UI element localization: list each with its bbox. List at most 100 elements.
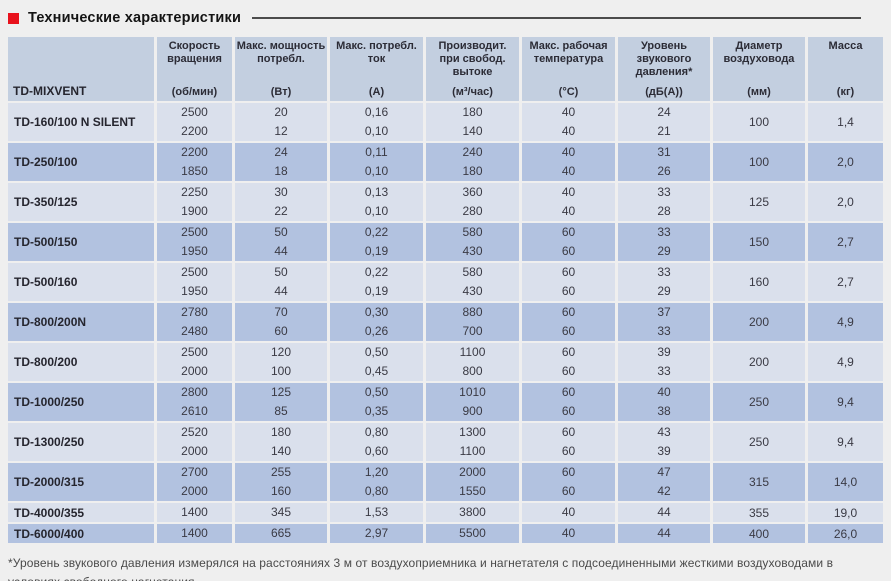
value-cell: 1100 800 [426,343,519,381]
value-cell: 20 12 [235,103,327,141]
column-label: Масса [828,40,863,52]
value-cell: 1,53 [330,503,423,522]
table-row: TD-500/160 2500 1950 50 44 0,22 0,19 580 430 60 60… [8,263,883,301]
diameter-cell: 100 [713,103,805,141]
value-cell: 70 60 [235,303,327,341]
mass-cell: 19,0 [808,503,883,522]
value-cell: 1010 900 [426,383,519,421]
diameter-cell: 250 [713,383,805,421]
value-cell: 2500 2000 [157,343,232,381]
value-cell: 1,20 0,80 [330,463,423,501]
diameter-cell: 200 [713,343,805,381]
value-cell: 60 60 [522,423,615,461]
column-header: Масса (кг) [808,37,883,101]
mass-cell: 14,0 [808,463,883,501]
column-unit: (мм) [747,86,771,98]
diameter-cell: 160 [713,263,805,301]
value-cell: 37 33 [618,303,710,341]
value-cell: 1300 1100 [426,423,519,461]
value-cell: 33 29 [618,223,710,261]
value-cell: 47 42 [618,463,710,501]
header-row: TD-MIXVENT Скорость вращения (об/мин) Макс… [8,37,883,101]
value-cell: 40 38 [618,383,710,421]
column-label: Производит. при свобод. вытоке [438,40,507,78]
column-header: Макс. рабочая температура (°С) [522,37,615,101]
mass-cell: 9,4 [808,383,883,421]
value-cell: 2500 1950 [157,223,232,261]
diameter-cell: 315 [713,463,805,501]
value-cell: 0,50 0,35 [330,383,423,421]
value-cell: 2,97 [330,524,423,543]
column-unit: (°С) [558,86,579,98]
table-body: TD-160/100 N SILENT 2500 2200 20 12 0,16 0,10 1… [8,103,883,543]
table-row: TD-350/125 2250 1900 30 22 0,13 0,10 360 280 40 40… [8,183,883,221]
value-cell: 0,22 0,19 [330,223,423,261]
column-header: Уровень звукового давления* (дБ(А)) [618,37,710,101]
mass-cell: 2,0 [808,183,883,221]
table-row: TD-1300/250 2520 2000 180 140 0,80 0,60 1300 110… [8,423,883,461]
value-cell: 60 60 [522,303,615,341]
value-cell: 580 430 [426,223,519,261]
value-cell: 2780 2480 [157,303,232,341]
mass-cell: 2,7 [808,223,883,261]
value-cell: 50 44 [235,263,327,301]
model-cell: TD-6000/400 [8,524,154,543]
value-cell: 0,80 0,60 [330,423,423,461]
column-unit: (дБ(А)) [645,86,683,98]
table-row: TD-6000/400 1400 665 2,97 5500 40 44 400 26,0 [8,524,883,543]
value-cell: 2700 2000 [157,463,232,501]
value-cell: 580 430 [426,263,519,301]
model-cell: TD-350/125 [8,183,154,221]
section-bullet-icon [8,12,19,24]
spec-table: TD-MIXVENT Скорость вращения (об/мин) Макс… [5,35,886,545]
model-cell: TD-4000/355 [8,503,154,522]
mass-cell: 4,9 [808,303,883,341]
model-cell: TD-2000/315 [8,463,154,501]
value-cell: 60 60 [522,223,615,261]
value-cell: 39 33 [618,343,710,381]
column-unit: (Вт) [270,86,292,98]
product-column-label: TD-MIXVENT [13,84,87,98]
mass-cell: 4,9 [808,343,883,381]
table-row: TD-160/100 N SILENT 2500 2200 20 12 0,16 0,10 1… [8,103,883,141]
mass-cell: 26,0 [808,524,883,543]
value-cell: 345 [235,503,327,522]
value-cell: 0,11 0,10 [330,143,423,181]
mass-cell: 1,4 [808,103,883,141]
value-cell: 2500 1950 [157,263,232,301]
value-cell: 2520 2000 [157,423,232,461]
value-cell: 60 60 [522,383,615,421]
model-cell: TD-250/100 [8,143,154,181]
value-cell: 24 18 [235,143,327,181]
section-header: Технические характеристики [8,10,885,26]
value-cell: 24 21 [618,103,710,141]
value-cell: 0,16 0,10 [330,103,423,141]
diameter-cell: 100 [713,143,805,181]
table-row: TD-800/200N 2780 2480 70 60 0,30 0,26 880 700 60 6… [8,303,883,341]
value-cell: 880 700 [426,303,519,341]
value-cell: 40 40 [522,143,615,181]
value-cell: 180 140 [426,103,519,141]
diameter-cell: 200 [713,303,805,341]
table-row: TD-250/100 2200 1850 24 18 0,11 0,10 240 180 40 40… [8,143,883,181]
product-column-header: TD-MIXVENT [8,37,154,101]
value-cell: 2200 1850 [157,143,232,181]
column-header: Диаметр воздуховода (мм) [713,37,805,101]
value-cell: 31 26 [618,143,710,181]
value-cell: 50 44 [235,223,327,261]
diameter-cell: 150 [713,223,805,261]
value-cell: 44 [618,524,710,543]
section-rule [252,17,861,19]
value-cell: 255 160 [235,463,327,501]
diameter-cell: 355 [713,503,805,522]
mass-cell: 2,7 [808,263,883,301]
value-cell: 2250 1900 [157,183,232,221]
column-header: Производит. при свобод. вытоке (м³/час) [426,37,519,101]
diameter-cell: 250 [713,423,805,461]
value-cell: 33 28 [618,183,710,221]
value-cell: 0,30 0,26 [330,303,423,341]
value-cell: 40 [522,503,615,522]
column-header: Скорость вращения (об/мин) [157,37,232,101]
value-cell: 120 100 [235,343,327,381]
